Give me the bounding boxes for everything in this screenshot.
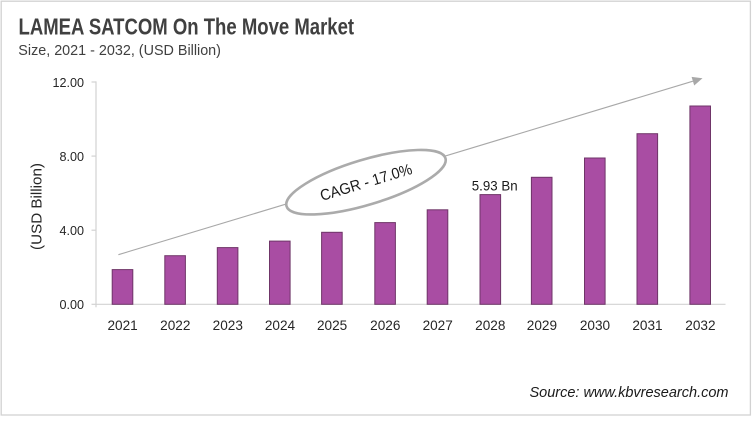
svg-text:8.00: 8.00 [59,150,84,164]
svg-text:2031: 2031 [632,318,662,333]
svg-text:0.00: 0.00 [59,298,84,312]
svg-text:2021: 2021 [107,318,137,333]
svg-text:(USD Billion): (USD Billion) [29,163,46,250]
svg-text:2030: 2030 [580,318,611,333]
svg-text:4.00: 4.00 [59,224,84,238]
svg-text:2025: 2025 [317,318,347,333]
svg-text:2027: 2027 [423,318,453,333]
svg-text:2024: 2024 [265,318,296,333]
svg-text:2032: 2032 [685,318,715,333]
svg-text:2026: 2026 [370,318,400,333]
svg-text:5.93 Bn: 5.93 Bn [472,178,518,193]
svg-text:12.00: 12.00 [52,76,84,90]
svg-text:LAMEA SATCOM On The Move Marke: LAMEA SATCOM On The Move Market [19,15,355,40]
svg-text:2028: 2028 [475,318,505,333]
svg-text:2023: 2023 [213,318,243,333]
svg-text:Size, 2021 - 2032, (USD Billio: Size, 2021 - 2032, (USD Billion) [18,43,221,59]
svg-text:2022: 2022 [160,318,190,333]
svg-text:Source: www.kbvresearch.com: Source: www.kbvresearch.com [529,385,728,401]
svg-text:2029: 2029 [527,318,557,333]
